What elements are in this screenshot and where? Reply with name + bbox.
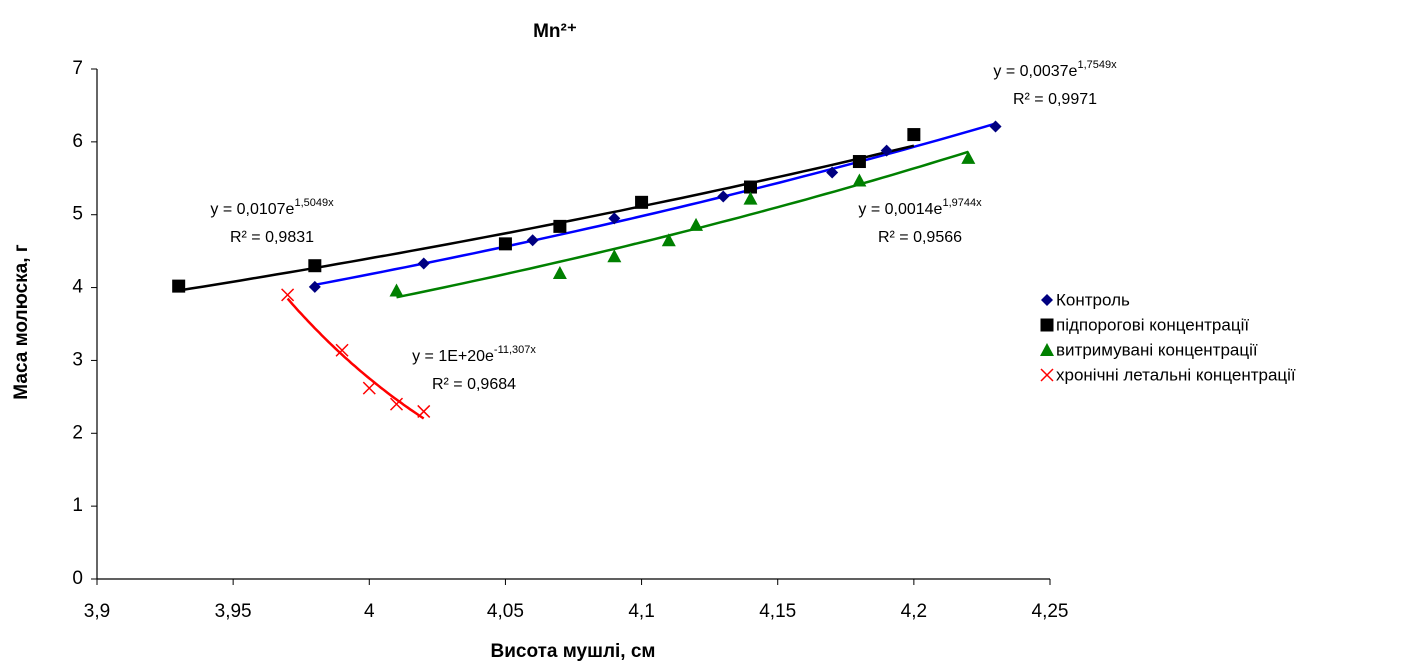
y-tick-label: 5 bbox=[72, 204, 83, 225]
marker bbox=[335, 343, 349, 357]
marker bbox=[717, 190, 730, 203]
legend-label: Контроль bbox=[1056, 290, 1130, 309]
marker bbox=[526, 234, 539, 247]
marker bbox=[689, 217, 704, 231]
x-axis-title: Висота мушлі, см bbox=[491, 641, 656, 662]
marker bbox=[852, 155, 866, 169]
legend-label: підпорогові концентрації bbox=[1056, 315, 1249, 334]
r-squared: R² = 0,9831 bbox=[230, 229, 314, 246]
y-tick-label: 0 bbox=[72, 568, 83, 589]
y-tick-label: 6 bbox=[72, 131, 83, 152]
y-tick-label: 7 bbox=[72, 58, 83, 79]
y-tick-label: 4 bbox=[72, 277, 83, 298]
equation-base: y = 0,0037e bbox=[993, 63, 1077, 80]
x-tick-label: 4,15 bbox=[759, 601, 796, 622]
trendline-equation: y = 0,0037e1,7549x bbox=[993, 59, 1117, 80]
r-squared: R² = 0,9684 bbox=[432, 376, 516, 393]
marker bbox=[498, 237, 512, 251]
marker bbox=[826, 166, 839, 179]
equation-base: y = 0,0107e bbox=[210, 201, 294, 218]
equation-exponent: 1,5049x bbox=[294, 197, 334, 209]
marker bbox=[743, 191, 758, 205]
marker bbox=[362, 381, 376, 395]
marker bbox=[1040, 368, 1054, 382]
trendline-equation: y = 1E+20e-11,307x bbox=[412, 344, 536, 365]
equation-base: y = 1E+20e bbox=[412, 348, 494, 365]
marker bbox=[961, 150, 976, 164]
x-tick-label: 4,1 bbox=[628, 601, 654, 622]
equation-exponent: 1,7549x bbox=[1077, 59, 1117, 71]
trendline-equation: y = 0,0107e1,5049x bbox=[210, 197, 334, 218]
trendline-equation: y = 0,0014e1,9744x bbox=[858, 197, 982, 218]
marker bbox=[608, 212, 621, 225]
r-squared: R² = 0,9566 bbox=[878, 229, 962, 246]
x-tick-label: 4,2 bbox=[901, 601, 927, 622]
marker bbox=[389, 397, 404, 411]
trendline bbox=[178, 144, 915, 292]
marker bbox=[308, 259, 322, 273]
legend-label: витримувані концентрації bbox=[1056, 340, 1258, 359]
equation-exponent: 1,9744x bbox=[942, 197, 982, 209]
trendline bbox=[286, 297, 425, 420]
marker bbox=[281, 288, 295, 302]
marker bbox=[1041, 294, 1053, 306]
marker bbox=[308, 280, 321, 293]
marker bbox=[553, 219, 567, 233]
r-squared: R² = 0,9971 bbox=[1013, 91, 1097, 108]
chart-title: Mn²⁺ bbox=[533, 21, 577, 42]
marker bbox=[1040, 318, 1054, 332]
marker bbox=[552, 266, 567, 279]
y-axis-title: Маса молюска, г bbox=[11, 244, 32, 399]
x-tick-label: 4 bbox=[364, 601, 375, 622]
x-tick-label: 4,05 bbox=[487, 601, 524, 622]
y-tick-label: 1 bbox=[72, 495, 83, 516]
marker bbox=[607, 249, 622, 263]
equation-base: y = 0,0014e bbox=[858, 201, 942, 218]
marker bbox=[635, 195, 649, 209]
x-tick-label: 3,95 bbox=[215, 601, 252, 622]
marker bbox=[417, 404, 431, 418]
marker bbox=[989, 120, 1002, 133]
y-tick-label: 2 bbox=[72, 422, 83, 443]
marker bbox=[417, 257, 430, 270]
marker bbox=[907, 128, 921, 142]
x-tick-label: 4,25 bbox=[1032, 601, 1069, 622]
trendline bbox=[396, 150, 969, 299]
marker bbox=[880, 144, 893, 157]
y-tick-label: 3 bbox=[72, 349, 83, 370]
legend-label: хронічні летальні концентрації bbox=[1056, 365, 1296, 384]
marker bbox=[852, 173, 867, 187]
marker bbox=[172, 279, 186, 293]
marker bbox=[661, 233, 676, 247]
x-tick-label: 3,9 bbox=[84, 601, 110, 622]
marker bbox=[389, 283, 404, 297]
marker bbox=[743, 180, 757, 194]
marker bbox=[1040, 343, 1054, 356]
equation-exponent: -11,307x bbox=[494, 344, 536, 356]
